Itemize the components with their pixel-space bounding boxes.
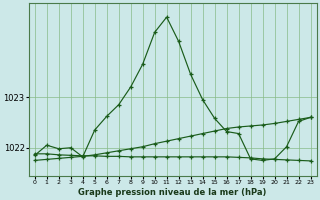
X-axis label: Graphe pression niveau de la mer (hPa): Graphe pression niveau de la mer (hPa)	[78, 188, 267, 197]
